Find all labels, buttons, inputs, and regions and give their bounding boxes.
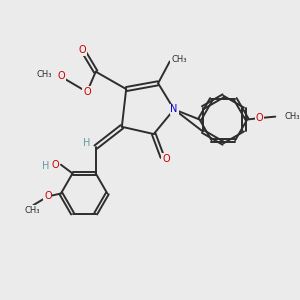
Text: CH₃: CH₃: [284, 112, 299, 121]
Text: H: H: [42, 161, 50, 171]
Text: O: O: [57, 71, 65, 81]
Text: CH₃: CH₃: [171, 55, 187, 64]
Text: O: O: [83, 87, 91, 97]
Text: H: H: [83, 138, 91, 148]
Text: N: N: [170, 104, 178, 114]
Text: O: O: [256, 113, 263, 123]
Text: O: O: [52, 160, 59, 170]
Text: O: O: [44, 191, 52, 201]
Text: CH₃: CH₃: [24, 206, 40, 215]
Text: O: O: [79, 45, 86, 55]
Text: CH₃: CH₃: [37, 70, 52, 79]
Text: O: O: [162, 154, 170, 164]
